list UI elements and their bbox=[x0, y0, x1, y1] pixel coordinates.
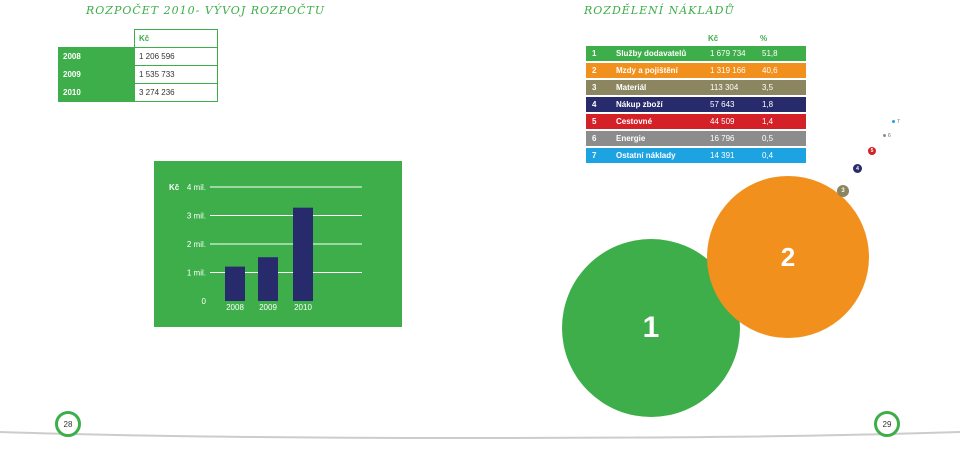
budget-value: 1 206 596 bbox=[134, 47, 218, 66]
cost-row-amount: 57 643 bbox=[704, 97, 756, 112]
bubble-7-label: 7 bbox=[897, 119, 900, 125]
cost-row-percent: 51,8 bbox=[756, 46, 806, 61]
bubble-2: 2 bbox=[707, 176, 869, 338]
bubble-7 bbox=[892, 120, 895, 123]
y-axis-label: Kč bbox=[169, 183, 180, 192]
budget-value: 3 274 236 bbox=[134, 83, 218, 102]
bar-2009 bbox=[258, 257, 278, 301]
cost-row-percent: 0,4 bbox=[756, 148, 806, 163]
right-page-title: rozdělení nákladů bbox=[584, 4, 735, 17]
budget-year: 2010 bbox=[58, 83, 135, 102]
cost-row-percent: 3,5 bbox=[756, 80, 806, 95]
cost-row-percent: 1,4 bbox=[756, 114, 806, 129]
y-tick-label: 2 mil. bbox=[187, 240, 206, 249]
cost-row-name: Nákup zboží bbox=[610, 97, 704, 112]
cost-row: 2 Mzdy a pojištění 1 319 166 40,6 bbox=[586, 63, 806, 78]
bubble-4: 4 bbox=[853, 164, 862, 173]
cost-row-amount: 1 319 166 bbox=[704, 63, 756, 78]
cost-row-amount: 44 509 bbox=[704, 114, 756, 129]
cost-row-number: 5 bbox=[586, 114, 610, 129]
cost-row-amount: 113 304 bbox=[704, 80, 756, 95]
y-tick-label: 0 bbox=[202, 297, 207, 306]
x-tick-label: 2010 bbox=[294, 303, 312, 312]
cost-row-name: Mzdy a pojištění bbox=[610, 63, 704, 78]
bar-2008 bbox=[225, 266, 245, 301]
y-tick-label: 4 mil. bbox=[187, 183, 206, 192]
cost-row-name: Cestovné bbox=[610, 114, 704, 129]
budget-row: 2010 3 274 236 bbox=[58, 83, 218, 102]
cost-row: 4 Nákup zboží 57 643 1,8 bbox=[586, 97, 806, 112]
cost-row: 7 Ostatní náklady 14 391 0,4 bbox=[586, 148, 806, 163]
bar-chart-svg: 0 1 mil. 2 mil. 3 mil. 4 mil. Kč 2008 2009 2010 bbox=[169, 183, 362, 312]
cost-row: 1 Služby dodavatelů 1 679 734 51,8 bbox=[586, 46, 806, 61]
budget-currency-header: Kč bbox=[134, 29, 218, 48]
cost-row: 6 Energie 16 796 0,5 bbox=[586, 131, 806, 146]
cost-kc-header: Kč bbox=[708, 33, 719, 43]
cost-row-amount: 14 391 bbox=[704, 148, 756, 163]
cost-row-number: 7 bbox=[586, 148, 610, 163]
budget-table: Kč 2008 1 206 596 2009 1 535 733 2010 3 … bbox=[58, 29, 218, 102]
x-tick-label: 2009 bbox=[259, 303, 277, 312]
cost-row-percent: 40,6 bbox=[756, 63, 806, 78]
footer-curve bbox=[0, 431, 960, 439]
bubble-6 bbox=[883, 134, 886, 137]
page-number-left: 28 bbox=[55, 411, 81, 437]
bar-2010 bbox=[293, 207, 313, 301]
y-tick-label: 1 mil. bbox=[187, 269, 206, 278]
left-page-title: rozpočet 2010- vývoj rozpočtu bbox=[86, 4, 326, 17]
cost-row: 5 Cestovné 44 509 1,4 bbox=[586, 114, 806, 129]
cost-row-amount: 1 679 734 bbox=[704, 46, 756, 61]
budget-year: 2009 bbox=[58, 65, 135, 84]
cost-row-name: Služby dodavatelů bbox=[610, 46, 704, 61]
cost-row-number: 3 bbox=[586, 80, 610, 95]
cost-row-number: 1 bbox=[586, 46, 610, 61]
cost-row-percent: 1,8 bbox=[756, 97, 806, 112]
y-tick-label: 3 mil. bbox=[187, 212, 206, 221]
budget-year: 2008 bbox=[58, 47, 135, 66]
cost-row-name: Ostatní náklady bbox=[610, 148, 704, 163]
cost-row-name: Materiál bbox=[610, 80, 704, 95]
budget-value: 1 535 733 bbox=[134, 65, 218, 84]
budget-row: 2009 1 535 733 bbox=[58, 65, 218, 84]
page-number-right: 29 bbox=[874, 411, 900, 437]
cost-pct-header: % bbox=[760, 33, 768, 43]
bubble-5: 5 bbox=[868, 147, 876, 155]
cost-table: Kč % 1 Služby dodavatelů 1 679 734 51,8 2 Mzd… bbox=[586, 30, 806, 165]
bubble-3: 3 bbox=[837, 185, 849, 197]
cost-row-amount: 16 796 bbox=[704, 131, 756, 146]
cost-row: 3 Materiál 113 304 3,5 bbox=[586, 80, 806, 95]
cost-row-name: Energie bbox=[610, 131, 704, 146]
x-tick-label: 2008 bbox=[226, 303, 244, 312]
cost-row-percent: 0,5 bbox=[756, 131, 806, 146]
budget-row: 2008 1 206 596 bbox=[58, 47, 218, 66]
bubble-6-label: 6 bbox=[888, 133, 891, 139]
cost-row-number: 2 bbox=[586, 63, 610, 78]
cost-row-number: 4 bbox=[586, 97, 610, 112]
budget-bar-chart: 0 1 mil. 2 mil. 3 mil. 4 mil. Kč 2008 2009 2010 bbox=[154, 161, 402, 327]
cost-row-number: 6 bbox=[586, 131, 610, 146]
